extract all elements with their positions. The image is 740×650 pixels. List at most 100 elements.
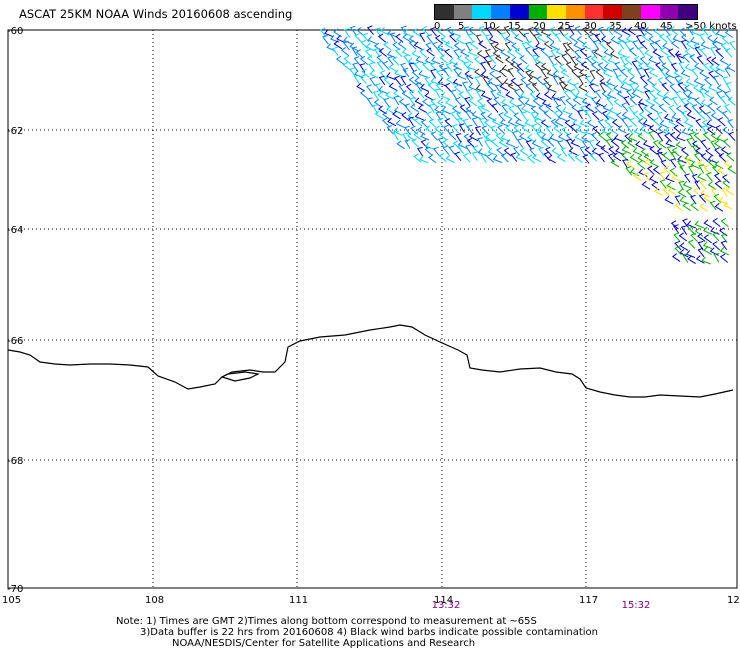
- wind-barb: [693, 132, 702, 142]
- wind-barb: [605, 138, 613, 149]
- wind-barb: [563, 32, 572, 42]
- wind-barb: [492, 49, 502, 59]
- wind-barb: [354, 32, 362, 43]
- wind-barb: [685, 40, 695, 50]
- longitude-label: 114: [434, 595, 453, 606]
- wind-barb: [664, 69, 675, 79]
- wind-barb: [718, 196, 729, 205]
- wind-barb: [553, 97, 560, 107]
- wind-barb: [495, 75, 504, 86]
- wind-barb: [544, 146, 553, 157]
- wind-barb: [665, 139, 675, 148]
- wind-barb: [322, 34, 329, 45]
- wind-barb: [616, 90, 626, 100]
- wind-barb: [377, 33, 387, 43]
- wind-barb: [663, 165, 672, 176]
- wind-barb: [697, 172, 707, 182]
- wind-barb: [612, 68, 619, 78]
- wind-barb: [549, 26, 557, 37]
- wind-barb: [632, 110, 641, 121]
- wind-barb: [629, 95, 637, 106]
- wind-barb: [440, 92, 451, 100]
- wind-barb: [709, 26, 718, 36]
- wind-barb: [480, 70, 490, 80]
- wind-barb: [419, 83, 430, 92]
- wind-barb: [628, 47, 637, 57]
- wind-barb: [657, 139, 667, 149]
- wind-barb: [534, 113, 544, 122]
- wind-barb: [351, 46, 358, 57]
- wind-barbs: [319, 25, 737, 265]
- wind-barb: [466, 88, 473, 99]
- wind-barb: [639, 56, 648, 66]
- wind-barb: [727, 165, 737, 175]
- wind-barb: [439, 54, 448, 64]
- wind-barb: [594, 33, 602, 43]
- wind-barb: [571, 68, 579, 78]
- wind-barb: [467, 33, 475, 43]
- wind-barb: [622, 62, 632, 72]
- wind-barb: [657, 55, 665, 66]
- wind-barb: [723, 159, 733, 169]
- wind-barb: [570, 139, 580, 148]
- wind-barb: [577, 109, 583, 120]
- wind-barb: [428, 103, 435, 114]
- wind-barb: [534, 55, 544, 65]
- wind-barb: [413, 131, 422, 141]
- wind-barb: [480, 91, 491, 100]
- wind-barb: [405, 83, 414, 94]
- wind-barb: [437, 47, 445, 58]
- wind-barb: [594, 104, 603, 115]
- wind-barb: [677, 155, 687, 164]
- wind-barb: [471, 110, 481, 120]
- wind-barb: [632, 147, 642, 156]
- wind-barb: [720, 233, 728, 243]
- wind-barb: [403, 54, 411, 64]
- wind-barb: [673, 75, 681, 85]
- wind-barb: [369, 76, 376, 87]
- wind-barb: [540, 62, 550, 72]
- wind-barb: [543, 81, 550, 92]
- wind-barb: [662, 151, 671, 162]
- wind-barb: [543, 110, 552, 120]
- wind-barb: [703, 234, 712, 244]
- wind-barb: [638, 111, 648, 121]
- wind-barb: [468, 83, 478, 92]
- wind-barb: [602, 103, 613, 112]
- legend-swatch: [603, 5, 623, 19]
- wind-barb: [509, 27, 518, 37]
- wind-barb: [540, 47, 549, 57]
- wind-barb: [398, 84, 406, 94]
- wind-barb: [419, 32, 426, 42]
- wind-barb: [402, 33, 412, 43]
- wind-barb: [717, 166, 726, 176]
- wind-barb: [708, 83, 718, 92]
- wind-barb: [629, 76, 639, 85]
- wind-barb: [463, 26, 470, 36]
- wind-barb: [709, 200, 717, 211]
- wind-barb: [608, 145, 617, 156]
- wind-barb: [465, 109, 472, 120]
- footer-notes: Note: 1) Times are GMT 2)Times along bot…: [116, 616, 598, 649]
- wind-barb: [333, 40, 343, 50]
- wind-barb: [394, 69, 404, 78]
- wind-barb: [409, 97, 416, 107]
- wind-barb: [430, 26, 437, 37]
- wind-barb: [679, 242, 689, 251]
- wind-barb: [687, 239, 696, 249]
- wind-barb: [701, 26, 709, 36]
- wind-barb: [610, 137, 619, 148]
- wind-barb: [687, 125, 697, 135]
- wind-barb: [573, 49, 582, 59]
- wind-barb: [581, 41, 592, 50]
- wind-barb: [600, 35, 610, 45]
- wind-barb: [475, 34, 482, 44]
- wind-barb: [693, 187, 701, 197]
- wind-barb: [514, 33, 524, 43]
- wind-barb: [378, 75, 386, 86]
- wind-barb: [701, 125, 708, 135]
- wind-barb: [414, 77, 424, 86]
- wind-barb: [428, 154, 437, 164]
- wind-barb: [408, 40, 417, 50]
- wind-barb: [559, 63, 568, 73]
